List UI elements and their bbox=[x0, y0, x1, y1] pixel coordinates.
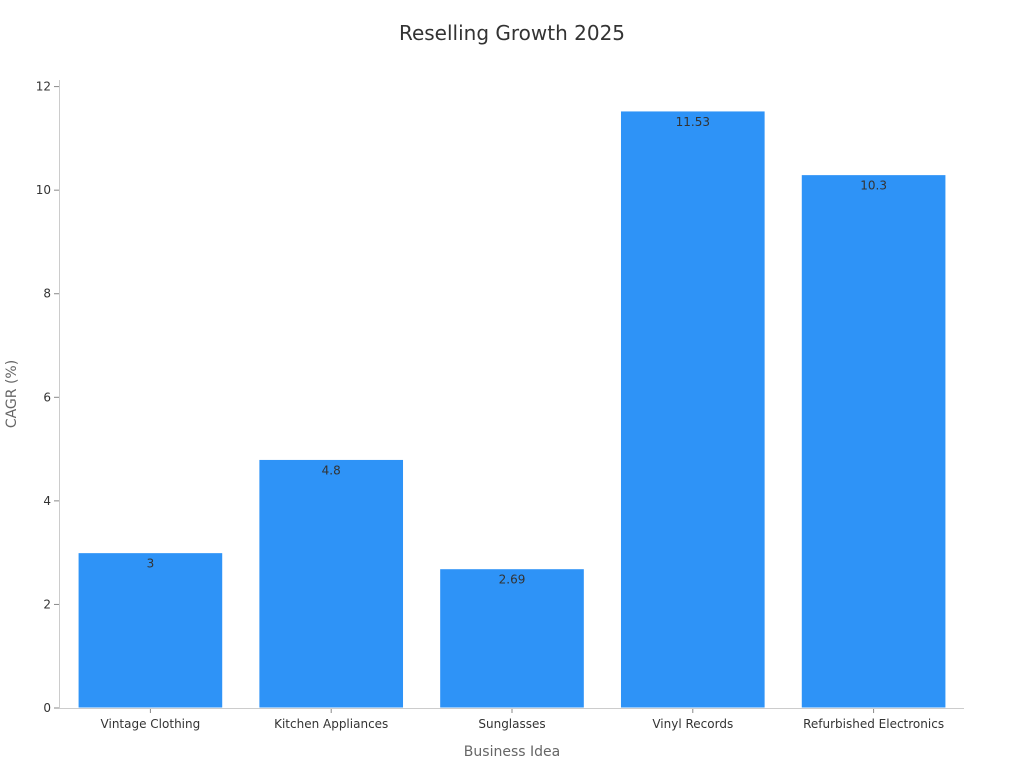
x-axis-label: Business Idea bbox=[464, 744, 560, 760]
bar-value-label: 2.69 bbox=[499, 573, 526, 587]
x-tick-label: Refurbished Electronics bbox=[803, 717, 944, 731]
bar-value-label: 4.8 bbox=[322, 463, 341, 477]
bar-value-label: 3 bbox=[147, 557, 155, 571]
bar-value-label: 11.53 bbox=[676, 115, 710, 129]
x-tick-label: Vinyl Records bbox=[652, 717, 733, 731]
bar-value-label: 10.3 bbox=[860, 179, 887, 193]
bar bbox=[800, 174, 947, 709]
y-tick-label: 4 bbox=[43, 494, 51, 508]
x-tick-label: Sunglasses bbox=[478, 717, 545, 731]
x-tick-label: Kitchen Appliances bbox=[274, 717, 388, 731]
y-tick-label: 8 bbox=[43, 287, 51, 301]
y-axis-label: CAGR (%) bbox=[4, 360, 20, 428]
y-tick-label: 10 bbox=[36, 183, 51, 197]
bar bbox=[258, 458, 405, 709]
y-tick-label: 6 bbox=[43, 390, 51, 404]
y-tick-label: 0 bbox=[43, 701, 51, 715]
y-tick-label: 12 bbox=[36, 80, 51, 94]
bars-group bbox=[77, 110, 947, 709]
x-tick-label: Vintage Clothing bbox=[101, 717, 201, 731]
y-axis-ticks: 0 2 4 6 8 10 12 bbox=[36, 80, 59, 715]
x-axis-ticks: Vintage Clothing Kitchen Appliances Sungla… bbox=[101, 708, 944, 731]
y-tick-label: 2 bbox=[43, 597, 51, 611]
chart-title: Reselling Growth 2025 bbox=[399, 21, 625, 45]
bar bbox=[439, 568, 585, 709]
bar bbox=[77, 552, 224, 709]
bar bbox=[619, 110, 766, 709]
value-labels-group: 3 4.8 2.69 11.53 10.3 bbox=[147, 115, 887, 587]
